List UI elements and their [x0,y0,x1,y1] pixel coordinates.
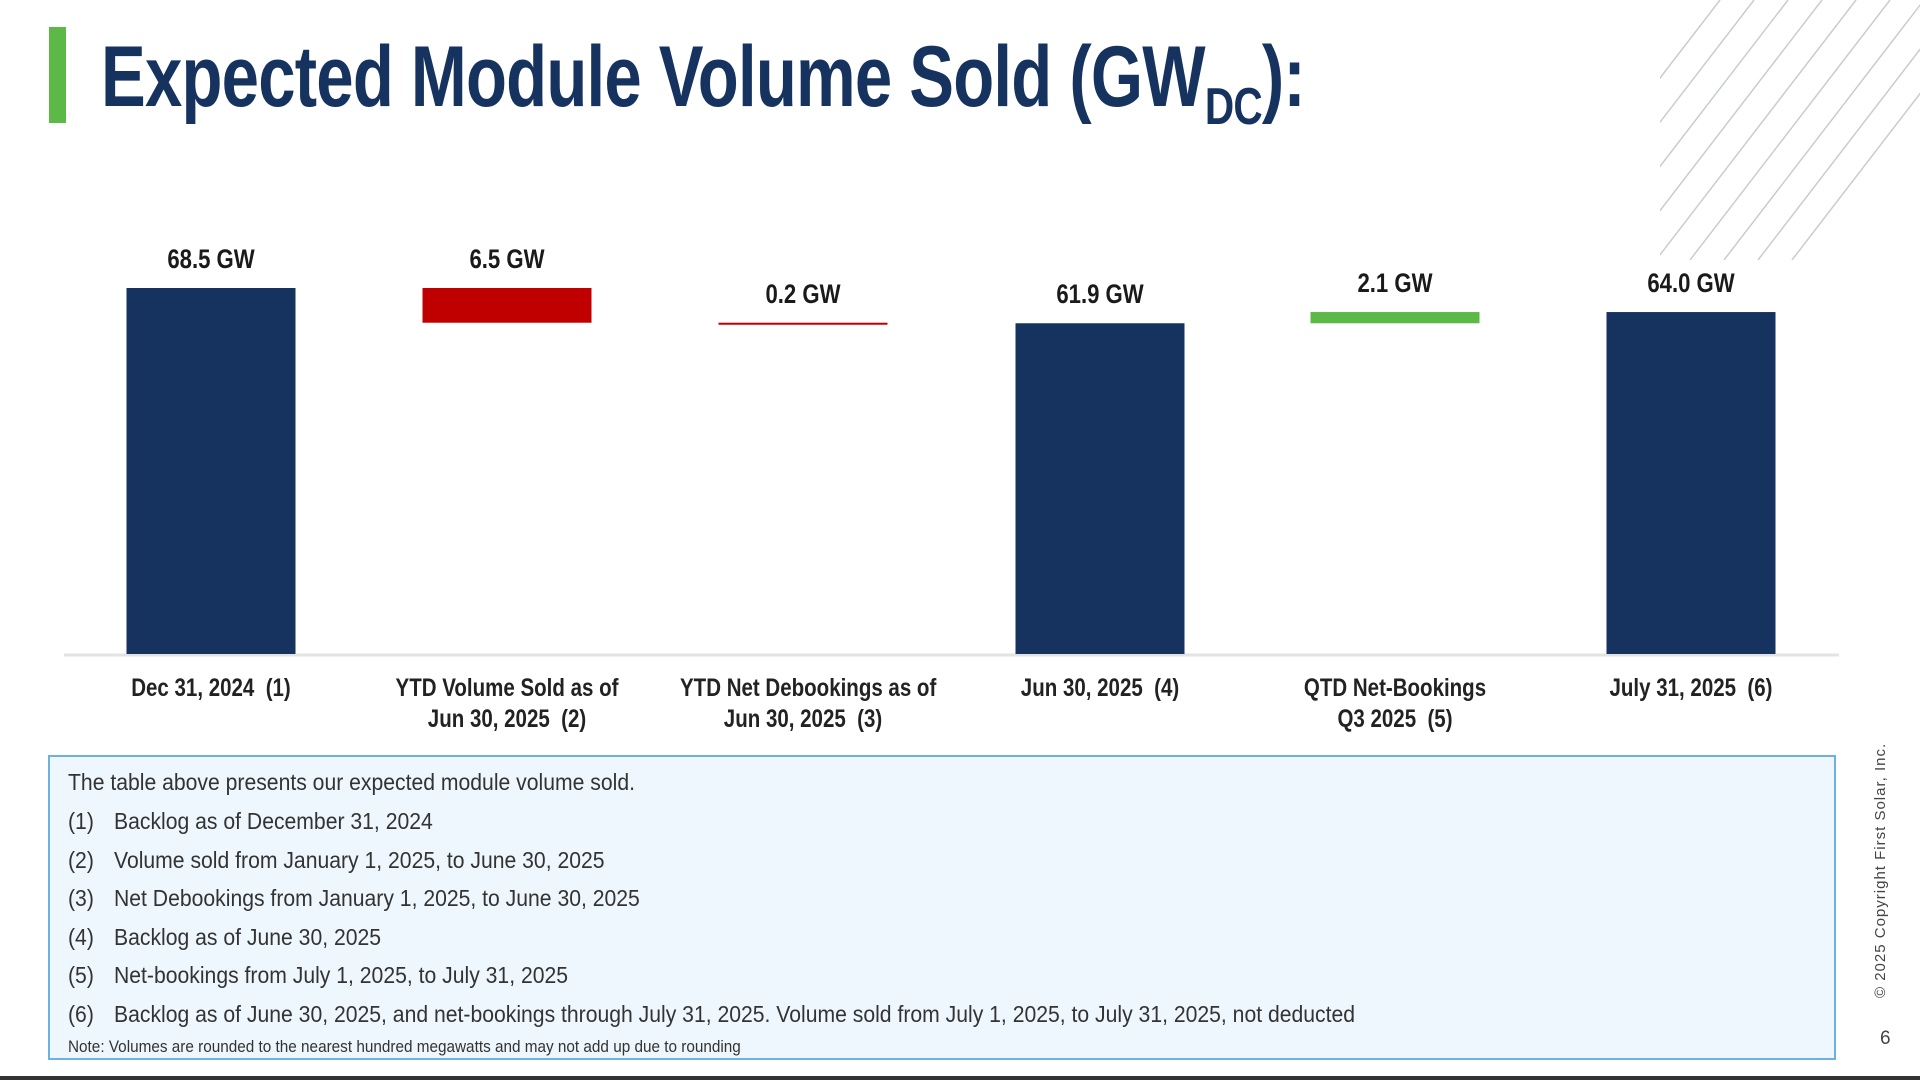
diagonal-line [1791,92,1920,260]
diagonal-line [1660,0,1755,124]
data-label: 2.1 GW [1357,268,1433,299]
note-number: (1) [68,808,94,834]
category-label: QTD Net-Bookings Q3 2025 (5) [1272,673,1518,735]
notes-footnote: Note: Volumes are rounded to the nearest… [68,1037,741,1056]
note-item: (2) Volume sold from January 1, 2025, to … [68,847,605,874]
note-text: Backlog as of June 30, 2025 [114,923,382,950]
decorative-diagonal-lines [1660,0,1920,260]
data-label: 61.9 GW [1056,279,1144,310]
category-label: YTD Net Debookings as of Jun 30, 2025 (3) [680,673,937,735]
note-number: (2) [68,846,94,873]
note-item: (6) Backlog as of June 30, 2025, and net-… [68,1001,1355,1028]
category-label-line: QTD Net-Bookings [1303,674,1487,702]
category-label-line: YTD Net Debookings as of [680,674,937,702]
diagonal-line [1689,0,1891,260]
bar-total [1606,312,1776,654]
bar-total [1015,323,1185,654]
page-title: Expected Module Volume Sold (GWDC): [101,28,1306,137]
category-label: Dec 31, 2024 (1) [88,673,334,704]
category-label: Jun 30, 2025 (4) [977,673,1223,704]
category-label-line: Jun 30, 2025 (3) [723,705,883,733]
bar-total [126,288,296,654]
data-label: 64.0 GW [1647,268,1735,299]
note-text: Net Debookings from January 1, 2025, to … [114,885,640,911]
note-number: (3) [68,885,94,911]
category-label-line: Jun 30, 2025 (2) [427,705,587,733]
category-label-line: Q3 2025 (5) [1337,705,1453,733]
note-number: (4) [68,923,94,950]
title-subscript: DC [1204,78,1263,136]
category-label: YTD Volume Sold as of Jun 30, 2025 (2) [384,673,630,735]
category-label-line: July 31, 2025 (6) [1609,674,1773,702]
waterfall-chart [64,288,1839,657]
title-end: ): [1261,29,1306,125]
note-item: (4) Backlog as of June 30, 2025 [68,924,381,951]
data-label: 6.5 GW [469,244,545,274]
note-text: Net-bookings from July 1, 2025, to July … [114,962,569,988]
diagonal-line [1660,0,1823,212]
page-number: 6 [1880,1028,1891,1049]
diagonal-line [1660,0,1789,168]
note-item: (5) Net-bookings from July 1, 2025, to Ju… [68,962,568,989]
note-item: (1) Backlog as of December 31, 2024 [68,808,433,835]
data-label: 68.5 GW [167,244,255,274]
category-label: July 31, 2025 (6) [1568,673,1814,704]
bar-decrease [718,322,888,325]
copyright: © 2025 Copyright First Solar, Inc. [1872,742,1889,998]
category-label-line: YTD Volume Sold as of [395,674,619,702]
title-text: Expected Module Volume Sold (GW [101,29,1206,125]
note-number: (5) [68,962,94,988]
notes-box: The table above presents our expected mo… [48,755,1836,1060]
category-label-line: Jun 30, 2025 (4) [1020,674,1180,702]
notes-intro: The table above presents our expected mo… [68,769,635,795]
note-text: Volume sold from January 1, 2025, to Jun… [114,846,605,873]
bottom-border [0,1076,1920,1080]
diagonal-line [1723,3,1920,260]
diagonal-line [1660,0,1857,257]
note-number: (6) [68,1000,94,1027]
note-text: Backlog as of December 31, 2024 [114,808,433,834]
note-text: Backlog as of June 30, 2025, and net-boo… [114,1000,1356,1027]
data-label: 0.2 GW [765,278,841,309]
category-label-line: Dec 31, 2024 (1) [131,674,291,702]
note-item: (3) Net Debookings from January 1, 2025, … [68,885,640,912]
bar-decrease [422,288,592,323]
bar-increase [1310,312,1480,324]
title-accent-bar [49,27,66,123]
diagonal-line [1757,48,1920,260]
diagonal-line [1660,0,1721,80]
